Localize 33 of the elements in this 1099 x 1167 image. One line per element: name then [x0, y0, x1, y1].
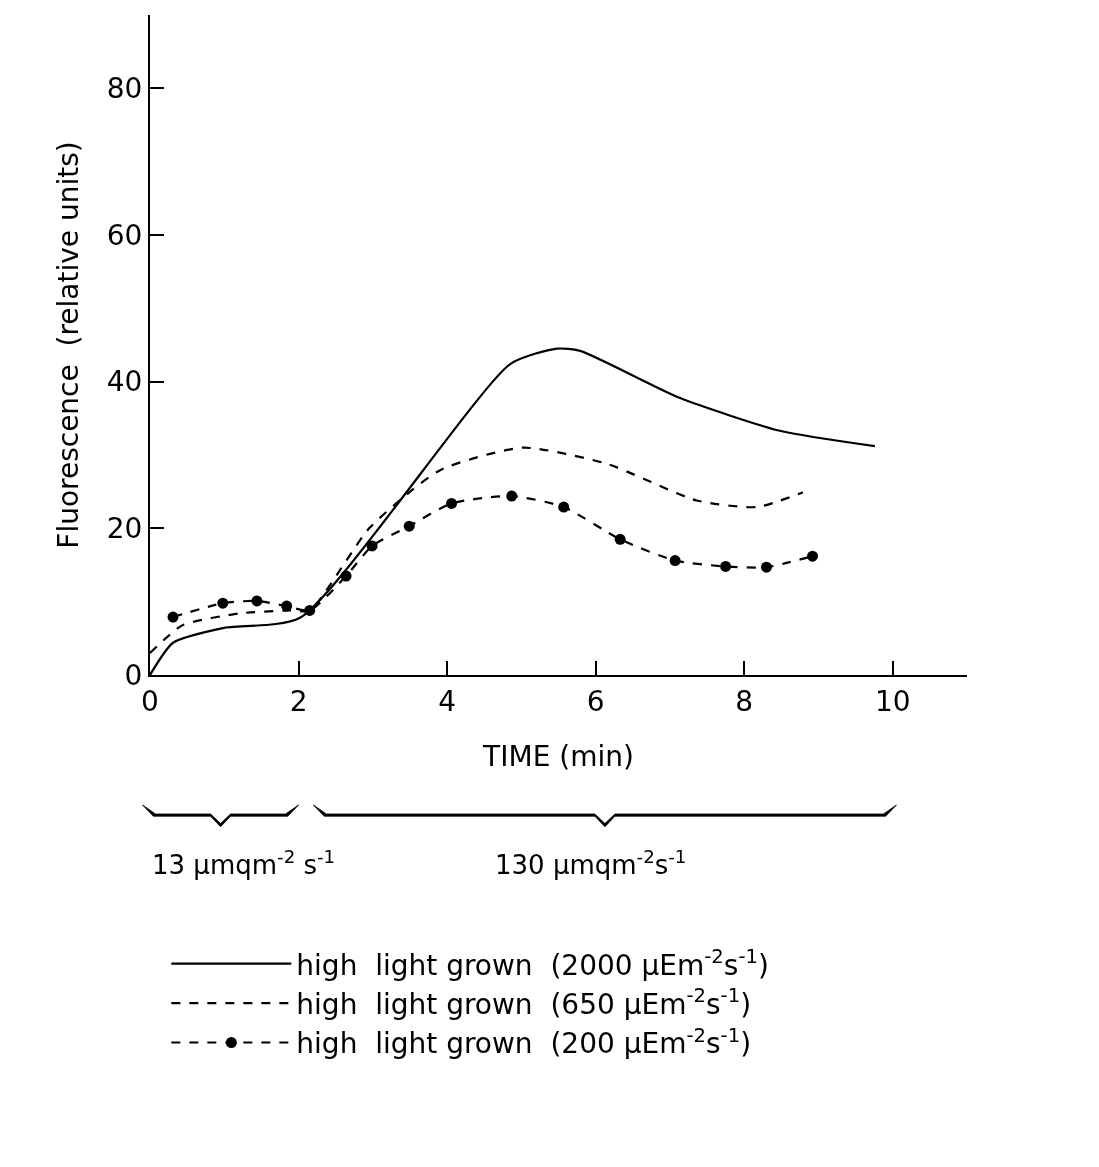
point: [167, 611, 179, 623]
y-tick-label: 0: [124, 658, 143, 692]
point: [446, 497, 458, 509]
point: [403, 520, 415, 532]
point: [340, 570, 352, 582]
point: [760, 561, 772, 573]
legend-label: high light grown (650 μEm$^{-2}$s$^{-1}$): [296, 984, 752, 1022]
x-tick-label: 6: [586, 684, 605, 718]
y-tick-label: 80: [106, 72, 143, 106]
point: [366, 540, 378, 552]
y-tick-label: 60: [106, 218, 143, 252]
point: [558, 501, 570, 513]
y-tick-label: 20: [106, 512, 143, 546]
y-axis-title: Fluorescence (relative units): [51, 141, 85, 549]
point: [807, 550, 819, 562]
text: 130 μmqm$^{-2}$s$^{-1}$: [495, 846, 687, 880]
point: [251, 595, 263, 607]
legend-label: high light grown (200 μEm$^{-2}$s$^{-1}$): [296, 1023, 752, 1061]
x-tick-label: 10: [874, 684, 911, 718]
point: [281, 600, 293, 612]
point: [614, 533, 626, 545]
text: 13 μmqm$^{-2}$ s$^{-1}$: [152, 846, 336, 880]
point: [669, 555, 681, 567]
point: [720, 560, 732, 572]
point: [506, 490, 518, 502]
legend-label: high light grown (2000 μEm$^{-2}$s$^{-1}$): [296, 944, 769, 982]
point: [217, 597, 229, 609]
x-tick-label: 4: [438, 684, 456, 718]
y-tick-label: 40: [106, 365, 143, 399]
x-tick-label: 8: [735, 684, 754, 718]
x-axis-title: TIME (min): [482, 740, 634, 774]
point: [304, 604, 316, 616]
x-tick-label: 2: [289, 684, 308, 718]
